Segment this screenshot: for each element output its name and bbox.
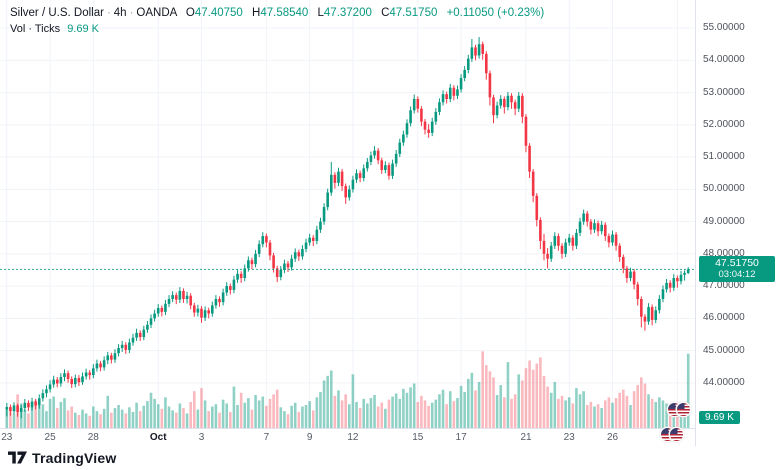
economic-event-flags-upper[interactable] bbox=[668, 403, 690, 416]
timeframe-label[interactable]: 4h bbox=[113, 7, 127, 19]
price-axis-label: 50.00000 bbox=[703, 183, 745, 195]
exchange-label: OANDA bbox=[136, 7, 177, 19]
low-value: 47.37200 bbox=[323, 7, 372, 19]
economic-event-flags-lower[interactable] bbox=[661, 428, 683, 441]
volume-value: 9.69 K bbox=[67, 23, 99, 35]
time-axis-label: 9 bbox=[306, 432, 313, 443]
us-flag-event-icon[interactable] bbox=[670, 428, 683, 441]
last-price-value: 47.51750 bbox=[715, 257, 759, 270]
price-axis-label: 53.00000 bbox=[703, 86, 745, 98]
close-label: C bbox=[381, 7, 390, 19]
candlestick-chart[interactable] bbox=[0, 0, 695, 428]
price-axis-label: 45.00000 bbox=[703, 344, 745, 356]
low-label: L bbox=[317, 7, 324, 19]
symbol-title[interactable]: Silver / U.S. Dollar bbox=[10, 7, 104, 19]
price-axis-label: 49.00000 bbox=[703, 215, 745, 227]
price-axis-label: 47.00000 bbox=[703, 280, 745, 292]
price-axis[interactable]: 55.00000 54.00000 53.00000 52.00000 51.00000… bbox=[695, 0, 780, 446]
time-axis-label: 7 bbox=[263, 432, 270, 443]
time-axis-label: 21 bbox=[520, 432, 532, 443]
tradingview-logo-icon bbox=[8, 451, 27, 464]
price-axis-label: 46.00000 bbox=[703, 312, 745, 324]
tradingview-logo-text: TradingView bbox=[32, 449, 117, 466]
price-axis-label: 48.00000 bbox=[703, 247, 745, 259]
last-price-badge: 47.51750 03:04:12 bbox=[699, 256, 775, 283]
time-axis-label: 28 bbox=[87, 432, 99, 443]
candle-countdown: 03:04:12 bbox=[718, 269, 756, 281]
separator: · bbox=[129, 7, 134, 19]
time-axis-label: Oct bbox=[149, 432, 167, 443]
volume-legend: Vol · Ticks 9.69 K bbox=[10, 23, 99, 35]
time-axis-label: 3 bbox=[198, 432, 205, 443]
separator: · bbox=[106, 7, 111, 19]
tradingview-logo[interactable]: TradingView bbox=[8, 449, 116, 466]
price-axis-label: 52.00000 bbox=[703, 118, 745, 130]
high-label: H bbox=[252, 7, 261, 19]
close-value: 47.51750 bbox=[389, 7, 438, 19]
time-axis-label: 26 bbox=[606, 432, 619, 443]
high-value: 47.58540 bbox=[260, 7, 309, 19]
price-axis-label: 55.00000 bbox=[703, 22, 745, 34]
price-axis-label: 44.00000 bbox=[703, 376, 745, 388]
open-value: 47.40750 bbox=[194, 7, 243, 19]
open-label: O bbox=[185, 7, 195, 19]
chart-legend: Silver / U.S. Dollar · 4h · OANDA O47.40750 … bbox=[10, 7, 544, 19]
change-value: +0.11050 (+0.23%) bbox=[446, 7, 545, 19]
volume-label[interactable]: Vol · Ticks bbox=[10, 23, 61, 35]
price-axis-label: 54.00000 bbox=[703, 54, 745, 66]
price-axis-label: 51.00000 bbox=[703, 151, 745, 163]
time-axis-label: 23 bbox=[563, 432, 575, 443]
us-flag-event-icon[interactable] bbox=[677, 403, 690, 416]
time-axis-label: 23 bbox=[1, 432, 13, 443]
time-axis-label: 12 bbox=[347, 432, 359, 443]
time-axis-label: 25 bbox=[44, 432, 56, 443]
time-axis[interactable]: 232528Oct37912151721232629 bbox=[0, 428, 695, 447]
time-axis-label: 15 bbox=[412, 432, 424, 443]
last-volume-badge: 9.69 K bbox=[699, 411, 740, 424]
time-axis-label: 17 bbox=[455, 432, 467, 443]
